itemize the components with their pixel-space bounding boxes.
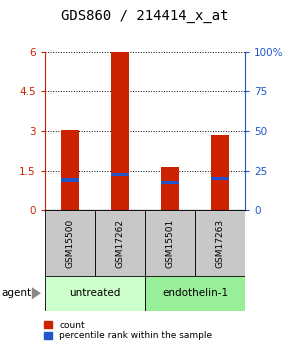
Bar bbox=[45, 276, 145, 310]
Bar bbox=[211, 177, 229, 180]
Text: GSM17263: GSM17263 bbox=[215, 219, 224, 268]
Text: GSM15500: GSM15500 bbox=[66, 219, 75, 268]
Bar bbox=[45, 210, 95, 276]
Bar bbox=[145, 210, 195, 276]
Text: GSM15501: GSM15501 bbox=[166, 219, 175, 268]
Bar bbox=[61, 130, 79, 210]
Bar bbox=[161, 181, 179, 184]
Bar bbox=[211, 135, 229, 210]
Bar bbox=[111, 52, 129, 210]
Bar bbox=[195, 210, 245, 276]
Bar bbox=[111, 173, 129, 176]
Bar bbox=[61, 178, 79, 182]
Text: endothelin-1: endothelin-1 bbox=[162, 288, 228, 298]
Polygon shape bbox=[32, 287, 41, 299]
Bar bbox=[95, 210, 145, 276]
Bar bbox=[145, 276, 245, 310]
Bar bbox=[161, 167, 179, 210]
Text: agent: agent bbox=[1, 288, 32, 298]
Text: GDS860 / 214414_x_at: GDS860 / 214414_x_at bbox=[61, 9, 229, 23]
Legend: count, percentile rank within the sample: count, percentile rank within the sample bbox=[44, 321, 212, 341]
Text: untreated: untreated bbox=[69, 288, 121, 298]
Text: GSM17262: GSM17262 bbox=[115, 219, 124, 268]
